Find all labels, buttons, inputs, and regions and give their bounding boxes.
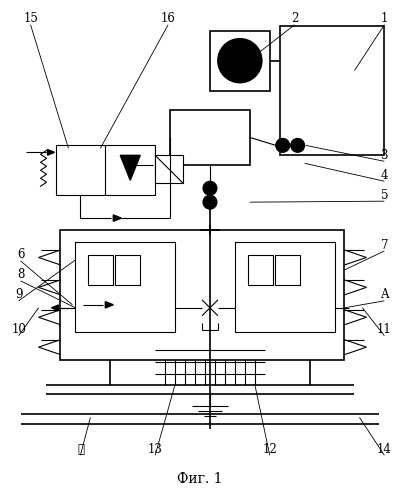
- Text: 13: 13: [148, 443, 162, 456]
- Text: 䄞: 䄞: [77, 443, 84, 456]
- Text: Фиг. 1: Фиг. 1: [177, 472, 223, 486]
- Text: 6: 6: [17, 248, 24, 262]
- Text: 2: 2: [291, 12, 298, 26]
- Bar: [210, 31, 270, 90]
- Bar: [75, 242, 175, 332]
- Bar: [89, 255, 113, 285]
- Text: 3: 3: [381, 149, 388, 162]
- Text: 12: 12: [263, 443, 277, 456]
- Bar: [115, 255, 140, 285]
- Text: 16: 16: [161, 12, 176, 26]
- Text: 9: 9: [15, 288, 22, 302]
- Bar: [275, 255, 300, 285]
- Bar: [155, 156, 183, 183]
- Text: 11: 11: [377, 323, 392, 336]
- Polygon shape: [47, 150, 55, 155]
- Polygon shape: [120, 156, 140, 180]
- Text: Т: Т: [236, 54, 244, 67]
- Text: 14: 14: [377, 443, 392, 456]
- Text: 4: 4: [381, 169, 388, 182]
- Polygon shape: [155, 162, 163, 168]
- Bar: [170, 110, 250, 166]
- Polygon shape: [113, 215, 121, 222]
- Polygon shape: [105, 302, 113, 308]
- Bar: [235, 242, 334, 332]
- Bar: [248, 255, 273, 285]
- Polygon shape: [51, 305, 59, 310]
- Text: 7: 7: [381, 238, 388, 252]
- Text: 15: 15: [23, 12, 38, 26]
- Circle shape: [203, 195, 217, 209]
- Text: 1: 1: [381, 12, 388, 26]
- Circle shape: [291, 138, 304, 152]
- Bar: [280, 26, 384, 156]
- Text: 8: 8: [17, 268, 24, 281]
- Text: 5: 5: [381, 188, 388, 202]
- Bar: [55, 146, 155, 195]
- Bar: [61, 230, 344, 360]
- Text: A: A: [380, 288, 389, 302]
- Circle shape: [276, 138, 290, 152]
- Text: 10: 10: [11, 323, 26, 336]
- Circle shape: [203, 181, 217, 195]
- Circle shape: [218, 38, 262, 82]
